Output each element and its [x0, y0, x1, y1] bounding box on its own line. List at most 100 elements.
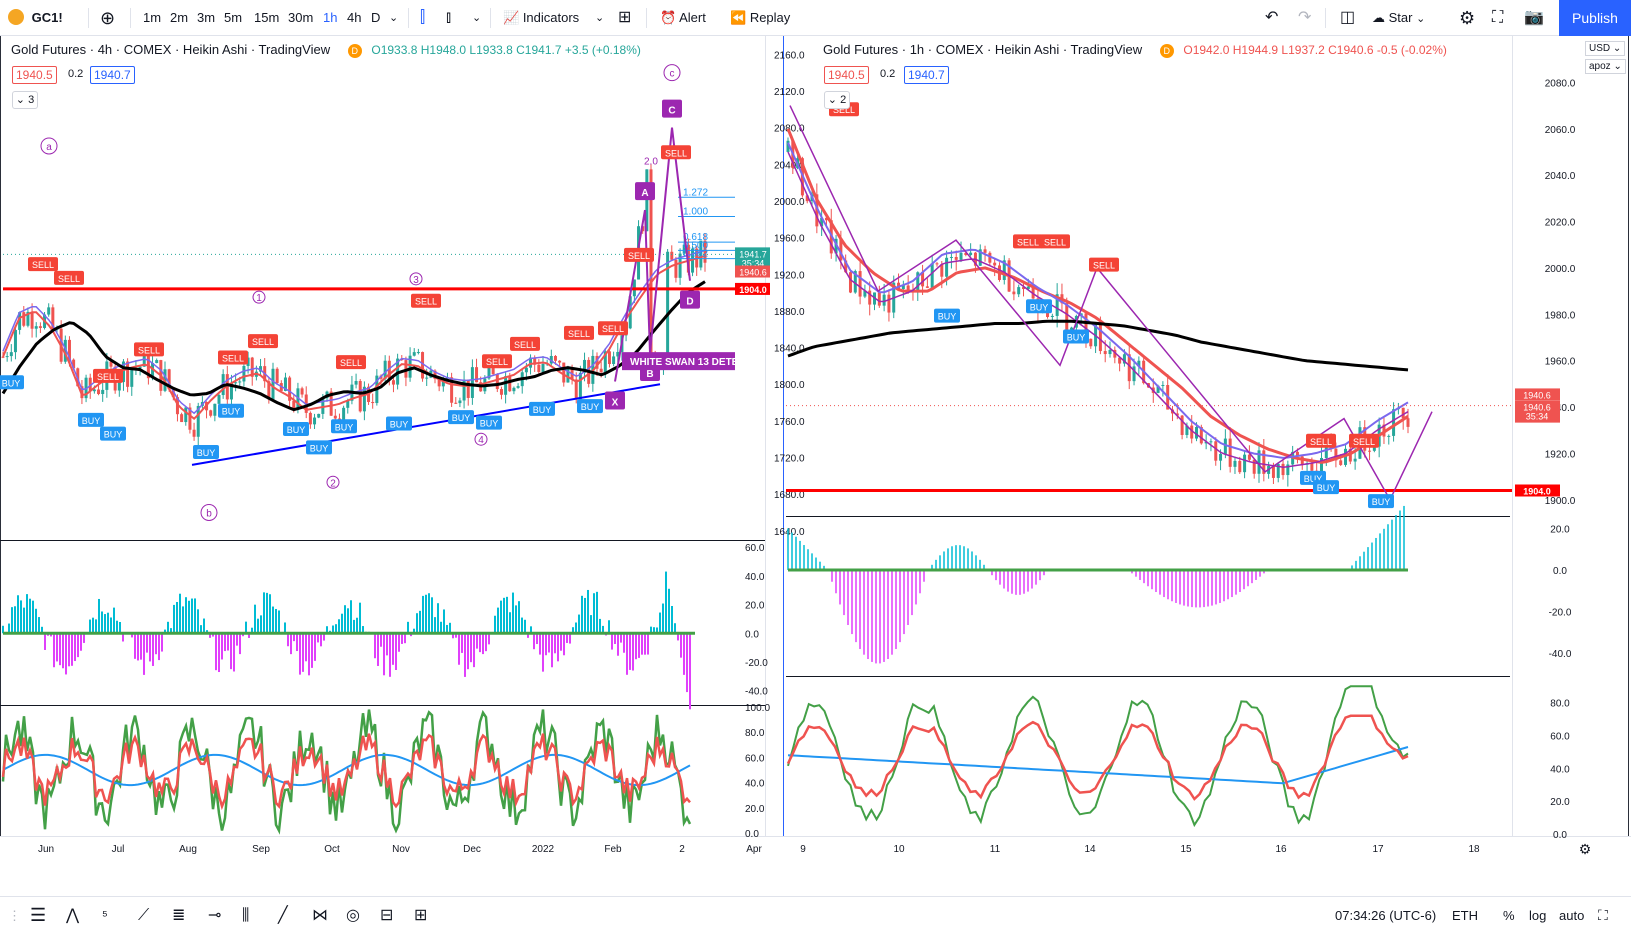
chevron-down-icon[interactable]: ⌄ — [472, 12, 482, 24]
pattern-point-label: A — [641, 188, 648, 199]
alert-button[interactable]: ⏰ Alert — [660, 0, 706, 36]
buy-marker-text: BUY — [1372, 497, 1391, 507]
star-button[interactable]: ☁ Star ⌄ — [1372, 0, 1425, 36]
vertical-lines-icon[interactable]: ⫼ — [242, 907, 250, 924]
candle-body — [267, 381, 271, 400]
stoch-d-line — [786, 714, 1409, 801]
candle-body — [296, 388, 300, 410]
sell-marker — [624, 247, 654, 262]
publish-button[interactable]: Publish — [1559, 0, 1631, 36]
drawing-tools-handle[interactable]: ⋮ — [8, 908, 21, 923]
camera-icon[interactable]: 📷 — [1524, 9, 1544, 26]
left-ask-box[interactable]: 1940.7 — [90, 66, 135, 84]
symbol-search[interactable]: GC1! — [8, 0, 63, 36]
compare-add-icon[interactable]: ⊕ — [100, 8, 116, 28]
buy-marker — [193, 444, 219, 459]
candle-body — [126, 361, 130, 387]
right-ohlc: O1942.0 H1944.9 L1937.2 C1940.6 -0.5 (-0… — [1183, 43, 1447, 57]
trend-tool-icon[interactable]: ⟋ — [138, 907, 150, 924]
candle-body — [412, 352, 416, 356]
chevron-down-icon[interactable]: ⌄ — [595, 12, 605, 24]
y-tick-label: 1960.0 — [1545, 357, 1576, 368]
candle-body — [495, 374, 499, 390]
candle-body — [949, 256, 953, 258]
right-bid-box[interactable]: 1940.5 — [824, 66, 869, 84]
rewind-icon: ⏪ — [730, 10, 747, 25]
candle-body — [97, 389, 101, 395]
indicators-button[interactable]: 📈 Indicators — [503, 0, 579, 36]
xabcd-tool-icon[interactable]: ⋈ — [312, 907, 328, 924]
interval-2m[interactable]: 2m — [170, 10, 189, 25]
interval-d[interactable]: D — [371, 10, 381, 25]
candle-body — [1228, 438, 1232, 467]
chevron-down-icon[interactable]: ⌄ — [389, 12, 399, 24]
candle-body — [308, 412, 312, 425]
interval-1h[interactable]: 1h — [323, 10, 338, 25]
interval-30m[interactable]: 30m — [288, 10, 314, 25]
candle-body — [196, 405, 200, 437]
pattern-point-label: B — [646, 369, 653, 380]
percent-button[interactable]: % — [1503, 908, 1515, 923]
fullscreen-icon[interactable]: ⛶ — [1492, 9, 1504, 26]
candle-body — [1089, 338, 1093, 347]
ranges-tool-icon[interactable]: ⊟ — [380, 907, 394, 924]
pattern-tool-icon[interactable]: ⋀ — [66, 907, 80, 924]
candle-body — [691, 248, 695, 273]
position-tool-icon[interactable]: ⊞ — [414, 907, 428, 924]
right-ask-box[interactable]: 1940.7 — [904, 66, 949, 84]
right-indicator-collapse[interactable]: ⌄ 2 — [824, 91, 850, 109]
interval-1m[interactable]: 1m — [143, 10, 162, 25]
templates-grid-icon[interactable]: ⊞ — [618, 9, 632, 26]
settings-gear-icon[interactable]: ⚙ — [1459, 8, 1476, 28]
layout-icon[interactable]: ◫ — [1340, 9, 1356, 26]
horizontal-line-icon[interactable]: ⊸ — [208, 907, 222, 924]
interval-5m[interactable]: 5m — [224, 10, 243, 25]
ray-tool-icon[interactable]: ╱ — [278, 907, 288, 924]
candle-body — [5, 356, 9, 358]
candle-body — [504, 376, 508, 395]
momentum-tick: 20.0 — [745, 601, 765, 612]
y-tick-label: 1840.0 — [774, 344, 805, 355]
elliott-tool-icon[interactable]: ⁵ — [102, 907, 108, 923]
candle-body — [1199, 426, 1203, 444]
sell-marker — [1040, 234, 1070, 249]
candle-body — [250, 357, 254, 377]
candle-style-icon[interactable]: ⫾ — [446, 9, 452, 26]
pane-separator — [0, 540, 765, 541]
buy-marker-text: BUY — [452, 413, 471, 423]
pane-separator — [0, 705, 765, 706]
candle-body — [1055, 294, 1059, 316]
interval-4h[interactable]: 4h — [347, 10, 362, 25]
left-indicator-collapse[interactable]: ⌄ 3 — [12, 91, 38, 109]
x-tick-label: 15 — [1180, 844, 1192, 855]
auto-button[interactable]: auto — [1559, 908, 1585, 923]
gann-tool-icon[interactable]: ◎ — [346, 907, 360, 924]
scale-mode-select[interactable]: apoz ⌄ — [1585, 59, 1626, 74]
x-tick-label: 9 — [800, 844, 806, 855]
candle-body — [529, 357, 533, 368]
buy-marker — [934, 308, 960, 323]
candle-body — [313, 417, 317, 425]
currency-select[interactable]: USD ⌄ — [1585, 41, 1626, 56]
wave-label: c — [670, 69, 675, 80]
undo-icon[interactable]: ↶ — [1265, 9, 1279, 26]
y-tick-label: 1760.0 — [774, 417, 805, 428]
expand-icon[interactable]: ⛶ — [1598, 907, 1608, 923]
lines-tool-icon[interactable]: ☰ — [30, 905, 47, 925]
candle-body — [329, 391, 333, 416]
candle-body — [1031, 286, 1035, 299]
pane-separator — [786, 516, 1510, 517]
charts-canvas[interactable]: 1640.01680.01720.01760.01800.01840.01880… — [0, 36, 1631, 896]
session-button[interactable]: ETH — [1452, 908, 1478, 923]
fib-tool-icon[interactable]: ≣ — [172, 907, 186, 924]
delay-badge: D — [347, 44, 362, 58]
bar-style-icon[interactable]: ⫿ — [420, 9, 426, 26]
pattern-point-marker — [662, 99, 682, 118]
interval-15m[interactable]: 15m — [254, 10, 280, 25]
redo-icon[interactable]: ↷ — [1298, 9, 1312, 26]
replay-button[interactable]: ⏪ Replay — [730, 0, 790, 36]
log-button[interactable]: log — [1529, 908, 1547, 923]
interval-3m[interactable]: 3m — [197, 10, 216, 25]
buy-marker — [0, 375, 24, 390]
left-bid-box[interactable]: 1940.5 — [12, 66, 57, 84]
